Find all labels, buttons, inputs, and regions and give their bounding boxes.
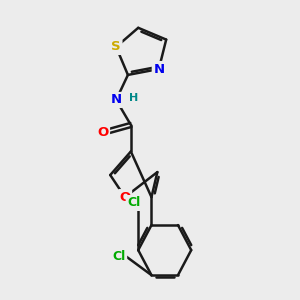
Text: O: O — [119, 190, 130, 204]
Text: H: H — [128, 94, 138, 103]
Text: Cl: Cl — [127, 196, 140, 209]
Text: N: N — [153, 62, 164, 76]
Text: N: N — [111, 93, 122, 106]
Text: S: S — [111, 40, 121, 53]
Text: Cl: Cl — [112, 250, 126, 262]
Text: O: O — [97, 126, 109, 139]
